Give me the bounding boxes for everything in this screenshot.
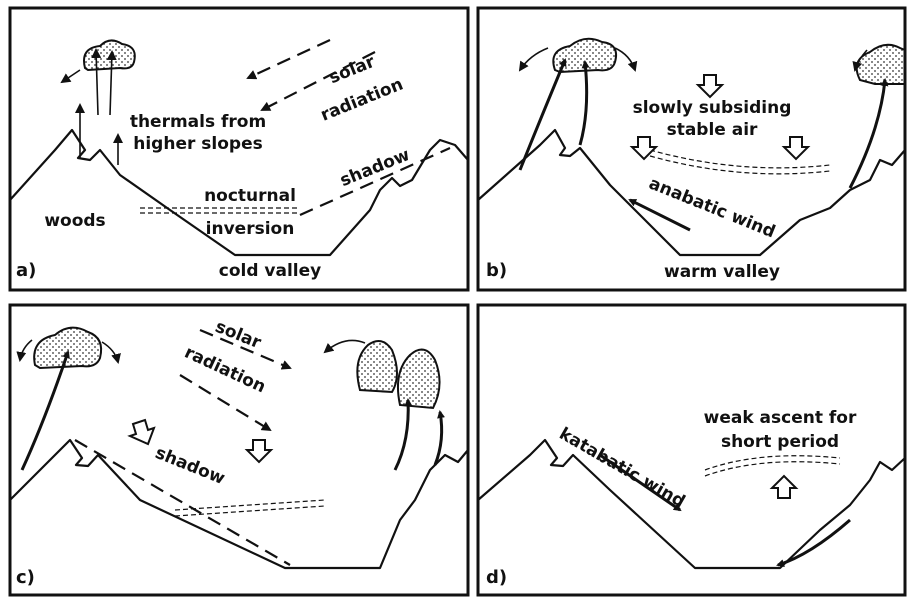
label: solar: [212, 317, 264, 354]
cloud: [356, 340, 398, 394]
cloud: [397, 348, 441, 410]
panel-b: slowly subsiding stable air anabatic win…: [476, 6, 907, 292]
arrow: [393, 398, 413, 471]
label: higher slopes: [133, 134, 262, 154]
label: stable air: [667, 120, 758, 140]
panel-label: c): [16, 567, 35, 588]
stable-line: [649, 149, 831, 175]
arrow: [433, 410, 445, 466]
label: shadow: [152, 443, 228, 489]
label: inversion: [206, 219, 295, 239]
panel-label: b): [486, 260, 507, 281]
arrow: [518, 47, 549, 72]
label: nocturnal: [204, 186, 296, 206]
shadow-line: [299, 146, 451, 217]
terrain: [9, 128, 469, 257]
label: thermals from: [130, 112, 266, 132]
katabatic-arrow: [599, 453, 682, 512]
anabatic-arrow: [628, 198, 691, 232]
label: solar: [326, 52, 378, 89]
cloud: [855, 43, 906, 85]
arrow: [848, 78, 889, 189]
label: short period: [721, 432, 839, 452]
down-arrow: [695, 74, 725, 99]
panel-c: solar radiation shadow c): [8, 303, 470, 597]
stable-line: [174, 499, 326, 517]
down-arrow: [781, 136, 811, 161]
frame: [476, 6, 907, 292]
arrow: [518, 58, 567, 171]
label: katabatic wind: [556, 424, 689, 512]
arrow: [578, 60, 590, 146]
cloud: [552, 37, 618, 74]
solar-ray: [246, 39, 331, 80]
frame: [8, 6, 470, 292]
panel-d: weak ascent for short period katabatic w…: [476, 303, 907, 597]
solar-ray: [179, 374, 272, 432]
up-arrow: [769, 474, 799, 499]
terrain: [477, 438, 906, 570]
arrow: [101, 341, 121, 364]
terrain: [477, 128, 906, 257]
arrow: [106, 50, 117, 116]
panel-label: a): [16, 260, 36, 281]
label: weak ascent for: [704, 408, 857, 428]
arrow: [323, 339, 366, 354]
arrow: [614, 47, 638, 72]
down-arrow: [244, 439, 274, 464]
label: slowly subsiding: [633, 98, 792, 118]
frame: [476, 303, 907, 597]
label: woods: [44, 211, 105, 231]
cloud: [33, 326, 103, 370]
cloud: [83, 39, 136, 72]
katabatic-arrow: [776, 518, 851, 568]
panel-label: d): [486, 567, 507, 588]
arrow: [16, 339, 33, 362]
arrow: [60, 69, 81, 84]
down-arrow: [127, 418, 156, 446]
ascent-line: [704, 455, 841, 477]
label: anabatic wind: [646, 174, 778, 243]
inversion-line: [140, 207, 300, 214]
arrow: [91, 48, 102, 116]
down-arrow: [629, 136, 659, 161]
solar-ray: [199, 328, 292, 370]
label: warm valley: [664, 262, 780, 282]
label: cold valley: [219, 261, 322, 281]
arrow: [20, 350, 70, 471]
shadow-line: [74, 439, 291, 566]
panel-a: solar radiation thermals from higher slo…: [8, 6, 470, 292]
arrow: [852, 49, 868, 72]
